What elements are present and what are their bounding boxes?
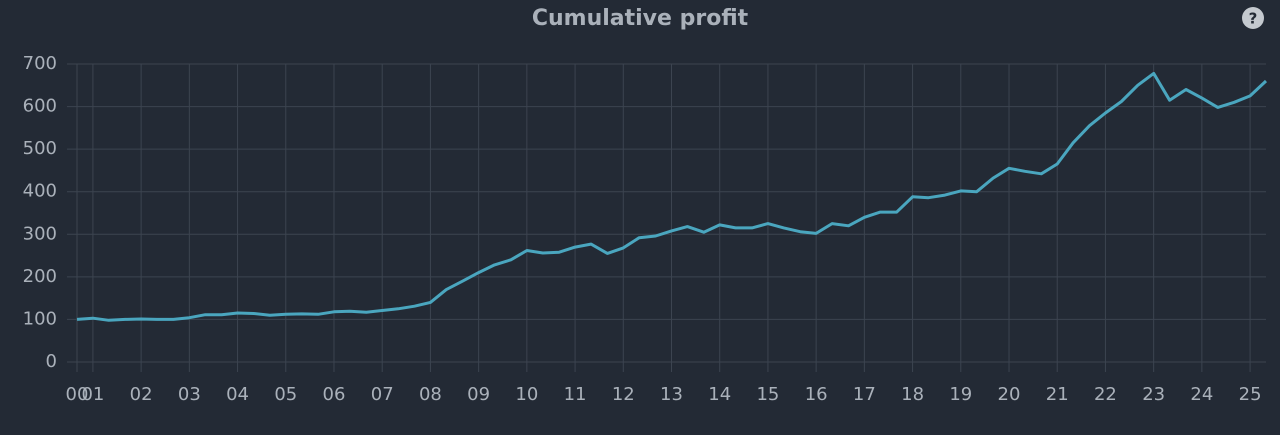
y-tick-label: 400 <box>23 181 57 202</box>
y-tick-label: 100 <box>23 308 57 329</box>
x-tick-label: 12 <box>612 384 635 405</box>
x-tick-label: 02 <box>130 384 153 405</box>
x-tick-label: 01 <box>81 384 104 405</box>
x-tick-label: 00 <box>66 384 89 405</box>
x-tick-label: 05 <box>274 384 297 405</box>
help-icon-label[interactable]: ? <box>1249 10 1258 28</box>
y-tick-label: 300 <box>23 223 57 244</box>
x-tick-label: 20 <box>998 384 1021 405</box>
y-tick-label: 700 <box>23 53 57 74</box>
x-tick-label: 03 <box>178 384 201 405</box>
x-tick-label: 09 <box>467 384 490 405</box>
x-tick-label: 16 <box>805 384 828 405</box>
x-tick-label: 17 <box>853 384 876 405</box>
y-tick-label: 500 <box>23 138 57 159</box>
x-tick-label: 07 <box>371 384 394 405</box>
x-tick-label: 06 <box>323 384 346 405</box>
y-tick-label: 200 <box>23 266 57 287</box>
x-tick-label: 10 <box>515 384 538 405</box>
x-tick-label: 18 <box>901 384 924 405</box>
x-tick-label: 15 <box>756 384 779 405</box>
line <box>76 71 1268 322</box>
x-tick-label: 25 <box>1239 384 1262 405</box>
help-icon[interactable] <box>1242 7 1264 29</box>
x-tick-label: 19 <box>949 384 972 405</box>
x-tick-label: 04 <box>226 384 249 405</box>
x-tick-label: 08 <box>419 384 442 405</box>
x-tick-label: 24 <box>1190 384 1213 405</box>
y-tick-label: 600 <box>23 96 57 117</box>
x-tick-label: 21 <box>1046 384 1069 405</box>
x-tick-label: 14 <box>708 384 731 405</box>
x-tick-label: 23 <box>1142 384 1165 405</box>
x-tick-label: 22 <box>1094 384 1117 405</box>
chart-title: Cumulative profit <box>532 6 749 31</box>
x-tick-label: 13 <box>660 384 683 405</box>
x-tick-label: 11 <box>564 384 587 405</box>
y-tick-label: 0 <box>46 351 57 372</box>
